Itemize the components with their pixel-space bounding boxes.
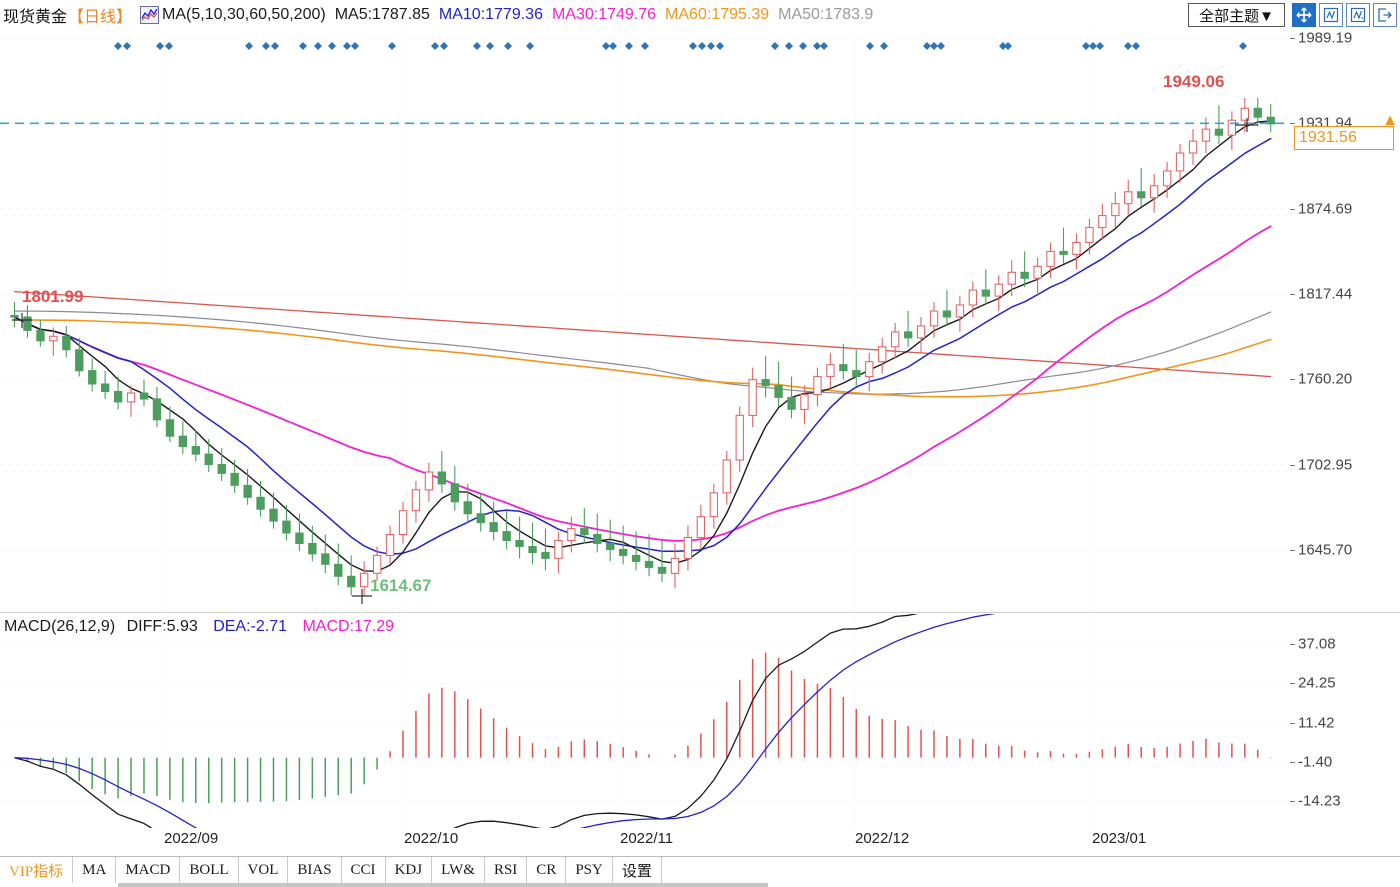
crosshair-icon[interactable]	[1292, 3, 1316, 27]
price-chart-panel[interactable]	[0, 30, 1290, 610]
chart-right-icon[interactable]	[1346, 3, 1370, 27]
tab-rsi[interactable]: RSI	[485, 857, 528, 883]
macd-axis-label: 11.42	[1298, 714, 1335, 732]
ma5-value: MA5:1787.85	[334, 6, 430, 23]
price-chart-canvas[interactable]	[0, 30, 1290, 610]
axis-tick	[1290, 123, 1295, 125]
price-axis-label: 1817.44	[1298, 285, 1353, 303]
right-price-axis[interactable]: 1989.19 1931.94 1874.69 1817.44 1760.20 1702.…	[1290, 30, 1400, 828]
ma-formula: MA(5,10,30,60,50,200)	[162, 6, 326, 23]
ma-indicator-icon[interactable]	[140, 6, 160, 24]
tab-cci[interactable]: CCI	[342, 857, 386, 883]
symbol-name: 现货黄金	[3, 9, 68, 26]
axis-tick	[1290, 801, 1295, 803]
tab-bias[interactable]: BIAS	[288, 857, 342, 883]
macd-axis-label: -14.23	[1298, 792, 1341, 810]
tab-ma[interactable]: MA	[73, 857, 117, 883]
ma30-value: MA30:1749.76	[551, 6, 657, 23]
price-axis-label: 1702.95	[1298, 456, 1353, 474]
current-price-badge[interactable]: 1931.56	[1294, 125, 1394, 150]
macd-diff: DIFF:5.93	[126, 618, 198, 635]
x-axis-label: 2022/12	[855, 830, 910, 847]
tabbar-filler	[662, 857, 1400, 883]
theme-selector-button[interactable]: 全部主题▼	[1188, 3, 1285, 27]
macd-axis-label: 24.25	[1298, 674, 1336, 692]
axis-tick	[1290, 549, 1295, 551]
panel-divider	[0, 612, 1400, 613]
x-axis-label: 2022/09	[164, 830, 219, 847]
low-price-annotation: 1614.67	[370, 576, 432, 595]
price-up-arrow-icon: ▲	[1382, 111, 1398, 129]
high-price-annotation: 1949.06	[1163, 72, 1225, 91]
ma10-value: MA10:1779.36	[438, 6, 543, 23]
x-axis-label: 2022/11	[620, 830, 674, 847]
open-price-annotation: 1801.99	[22, 287, 84, 306]
price-axis-label: 1645.70	[1298, 541, 1353, 559]
price-axis-label: 1874.69	[1298, 200, 1353, 218]
macd-value: MACD:17.29	[302, 618, 395, 635]
x-axis-label: 2023/01	[1092, 830, 1147, 847]
chart-left-icon[interactable]	[1319, 3, 1343, 27]
tab-boll[interactable]: BOLL	[180, 857, 239, 883]
axis-tick	[1290, 761, 1295, 763]
tab-[interactable]: 设置	[613, 857, 662, 883]
chart-header: 现货黄金 【日线】 MA(5,10,30,60,50,200) MA5:1787…	[0, 0, 1400, 30]
price-axis-label: 1989.19	[1298, 29, 1353, 47]
ma50-value: MA50:1783.9	[778, 6, 874, 23]
macd-dea: DEA:-2.71	[213, 618, 288, 635]
axis-tick	[1290, 464, 1295, 466]
macd-title: MACD(26,12,9)	[4, 618, 116, 635]
macd-axis-label: 37.08	[1298, 635, 1336, 653]
axis-tick	[1290, 38, 1295, 39]
macd-axis-label: -1.40	[1298, 753, 1333, 771]
axis-tick	[1290, 644, 1295, 646]
axis-tick	[1290, 379, 1295, 381]
macd-chart-canvas[interactable]	[0, 568, 1290, 887]
price-axis-label: 1760.20	[1298, 370, 1353, 388]
exit-icon[interactable]	[1373, 3, 1397, 27]
x-axis-label: 2022/10	[404, 830, 459, 847]
axis-tick	[1290, 293, 1295, 295]
tab-lw[interactable]: LW&	[432, 857, 485, 883]
indicator-tab-bar[interactable]: VIP指标 MA MACD BOLL VOL BIAS CCI KDJ LW& RSI CR PSY 设…	[0, 856, 1400, 883]
ma60-value: MA60:1795.39	[665, 6, 770, 23]
period-label: 【日线】	[68, 9, 133, 26]
macd-header: MACD(26,12,9) DIFF:5.93 DEA:-2.71 MACD:1…	[4, 618, 394, 636]
toolbar-icons	[1292, 3, 1397, 27]
tab-kdj[interactable]: KDJ	[386, 857, 433, 883]
axis-tick	[1290, 683, 1295, 685]
tab-macd[interactable]: MACD	[116, 857, 181, 883]
tab-psy[interactable]: PSY	[566, 857, 613, 883]
tab-vol[interactable]: VOL	[239, 857, 289, 883]
tab-cr[interactable]: CR	[527, 857, 567, 883]
axis-tick	[1290, 722, 1295, 724]
news-event-markers[interactable]	[0, 38, 1290, 54]
horizontal-scrollbar-thumb[interactable]	[118, 883, 768, 887]
macd-chart-panel[interactable]	[0, 568, 1290, 887]
x-axis-dates: 2022/09 2022/10 2022/11 2022/12 2023/01	[0, 828, 1290, 854]
tab-vip[interactable]: VIP指标	[0, 857, 74, 883]
axis-tick	[1290, 208, 1295, 210]
